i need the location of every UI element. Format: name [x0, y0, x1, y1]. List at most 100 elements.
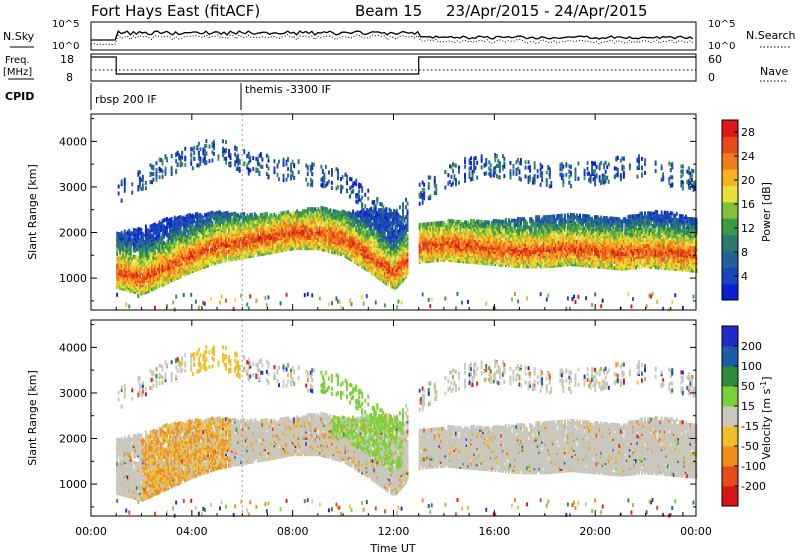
- power-cell: [144, 236, 147, 241]
- power-cell: [240, 233, 243, 238]
- date-range: 23/Apr/2015 - 24/Apr/2015: [446, 2, 648, 20]
- power-cell: [406, 246, 409, 251]
- power-cell: [182, 244, 185, 249]
- power-cell: [144, 269, 147, 274]
- power-cell: [341, 175, 344, 180]
- power-cell: [250, 218, 253, 223]
- power-cell: [238, 249, 241, 254]
- power-cell: [265, 153, 268, 158]
- power-cell: [138, 243, 141, 248]
- power-cell: [203, 153, 206, 158]
- power-cell: [259, 164, 262, 169]
- power-cell: [312, 221, 315, 226]
- power-cell: [247, 160, 250, 165]
- power-cell: [234, 248, 237, 253]
- power-cell: [207, 253, 209, 258]
- power-cell: [129, 262, 132, 266]
- power-cell: [250, 223, 253, 227]
- nave-label: Nave: [760, 65, 788, 78]
- power-cell: [167, 265, 170, 270]
- power-cell: [181, 253, 184, 258]
- power-cell: [135, 273, 138, 278]
- power-cell: [207, 230, 209, 235]
- power-cell: [258, 219, 261, 224]
- power-cell: [184, 227, 187, 232]
- power-cell: [252, 253, 255, 258]
- power-cell: [214, 240, 217, 245]
- power-cell: [225, 252, 228, 257]
- power-cell: [152, 231, 155, 236]
- power-cell: [158, 243, 161, 247]
- power-cell: [223, 258, 226, 263]
- power-cell: [217, 224, 220, 229]
- power-cell: [290, 230, 293, 235]
- power-cell: [249, 229, 252, 234]
- power-cell: [355, 182, 358, 187]
- power-cell: [291, 217, 294, 222]
- power-cell: [213, 216, 215, 221]
- power-cell: [125, 246, 128, 251]
- power-cell: [178, 246, 181, 251]
- power-cell: [216, 241, 218, 246]
- power-cell: [297, 217, 300, 222]
- power-cell: [228, 243, 231, 248]
- power-cell: [287, 156, 290, 161]
- power-cell: [132, 281, 135, 286]
- power-cell: [261, 241, 264, 246]
- power-cell: [275, 228, 277, 233]
- power-cell: [244, 248, 247, 253]
- power-cell: [181, 243, 184, 247]
- power-cell: [249, 219, 252, 224]
- power-cell: [205, 225, 208, 230]
- power-cell: [116, 282, 119, 287]
- power-cell: [178, 230, 181, 234]
- power-cell: [207, 251, 209, 256]
- power-cell: [241, 226, 244, 231]
- power-cell: [176, 247, 179, 252]
- power-cell: [309, 213, 312, 218]
- power-cell: [300, 242, 303, 247]
- power-cell: [148, 229, 150, 234]
- power-cell: [158, 234, 161, 239]
- power-cell: [205, 257, 208, 262]
- power-cell: [223, 238, 226, 243]
- power-cell: [131, 262, 134, 267]
- power-cell: [299, 213, 302, 218]
- power-cell: [273, 247, 276, 252]
- power-cell: [293, 225, 296, 230]
- power-cell: [132, 254, 135, 259]
- power-cell: [305, 235, 308, 240]
- power-cell: [312, 162, 315, 167]
- power-cell: [267, 158, 270, 163]
- power-cell: [220, 214, 223, 219]
- power-cell: [193, 264, 196, 269]
- power-cell: [229, 249, 232, 254]
- power-cell: [194, 233, 197, 237]
- power-cell: [214, 211, 217, 216]
- power-cell: [152, 177, 155, 182]
- power-cell: [202, 254, 205, 259]
- power-cell: [222, 139, 225, 144]
- power-cell: [197, 254, 200, 259]
- power-cell: [135, 290, 138, 295]
- power-cell: [305, 242, 308, 247]
- power-cell: [164, 264, 167, 269]
- power-cell: [279, 226, 282, 230]
- power-cell: [134, 263, 137, 268]
- power-cell: [151, 269, 153, 273]
- power-cell: [141, 248, 144, 253]
- power-cell: [223, 234, 226, 239]
- power-cell: [240, 255, 243, 260]
- power-cell: [258, 225, 261, 230]
- power-cell: [146, 277, 149, 282]
- power-cell: [160, 168, 163, 173]
- power-cell: [155, 175, 158, 180]
- power-cell: [116, 256, 119, 261]
- power-cell: [203, 144, 206, 149]
- power-cell: [200, 249, 203, 254]
- power-cell: [256, 238, 259, 243]
- power-cell: [137, 270, 140, 275]
- power-cell: [138, 274, 141, 279]
- power-cell: [199, 223, 202, 228]
- power-cell: [194, 299, 197, 304]
